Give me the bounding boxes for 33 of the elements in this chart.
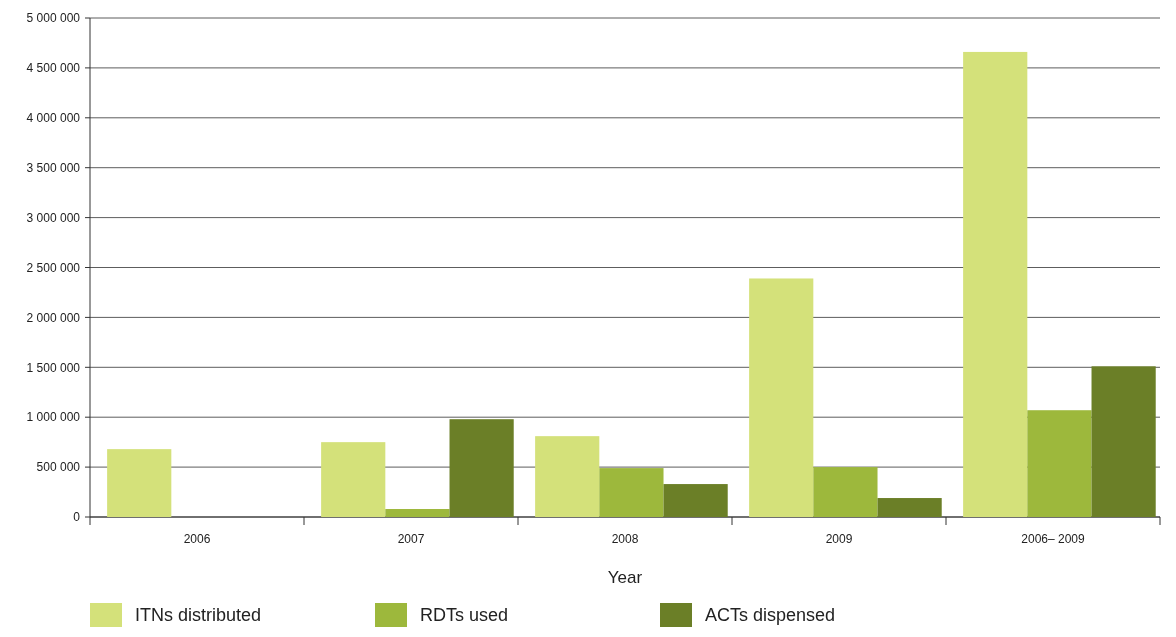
x-tick-label: 2009 [825, 532, 853, 546]
legend-label: ACTs dispensed [705, 605, 836, 626]
bar [877, 498, 942, 517]
y-tick-label: 3 500 000 [26, 160, 81, 175]
bar [449, 419, 514, 517]
bar [385, 509, 450, 517]
bar [963, 51, 1028, 517]
bar [321, 442, 386, 517]
y-tick-label: 500 000 [36, 460, 81, 475]
bar [107, 449, 172, 517]
x-tick-label: 2008 [611, 532, 639, 546]
legend-label: ITNs distributed [135, 605, 262, 626]
x-tick-label: 2007 [397, 532, 425, 546]
bar [599, 468, 664, 517]
y-tick-label: 5 000 000 [26, 11, 81, 26]
bar [535, 436, 600, 517]
y-tick-label: 4 000 000 [26, 111, 81, 125]
y-tick-label: 2 500 000 [26, 260, 81, 275]
bar [813, 467, 878, 517]
bar [1091, 366, 1156, 517]
y-tick-label: 1 000 000 [26, 410, 81, 425]
bar [1027, 410, 1092, 517]
bar [663, 484, 728, 517]
x-tick-label: 2006– 2009 [1021, 532, 1086, 546]
y-tick-label: 2 000 000 [26, 310, 81, 325]
y-tick-label: 0 [73, 510, 81, 525]
x-axis-title: Year [607, 568, 643, 587]
x-tick-label: 2006 [183, 532, 211, 546]
y-tick-label: 4 500 000 [26, 61, 81, 76]
bar [749, 278, 814, 517]
legend-label: RDTs used [420, 605, 509, 626]
y-tick-label: 1 500 000 [26, 360, 81, 375]
y-tick-label: 3 000 000 [26, 210, 81, 225]
